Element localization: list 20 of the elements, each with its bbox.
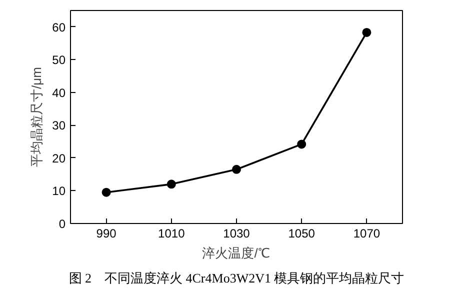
y-axis-title: 平均晶粒尺寸/μm [29,67,44,167]
x-tick-label: 1010 [158,226,186,240]
point [362,28,372,37]
y-tick-label: 0 [58,217,66,231]
point [102,188,111,197]
y-tick-label: 30 [52,118,66,133]
y-tick-label: 40 [52,86,66,100]
x-tick-label: 990 [96,226,117,240]
y-tick-label: 20 [52,151,66,166]
y-tick-label: 50 [52,53,66,68]
x-axis-title: 淬火温度/℃ [202,246,270,260]
y-tick-label: 60 [52,20,66,34]
point [166,180,176,189]
x-tick-label: 1070 [353,226,380,240]
point [232,164,241,174]
point [297,140,306,149]
x-tick-label: 1050 [288,226,316,240]
x-tick-label: 1030 [223,226,250,240]
caption: 图 2 不同温度淬火 4Cr4Mo3W2V1 模具钢的平均晶粒尺寸 [68,270,404,286]
y-tick-label: 10 [52,184,66,198]
